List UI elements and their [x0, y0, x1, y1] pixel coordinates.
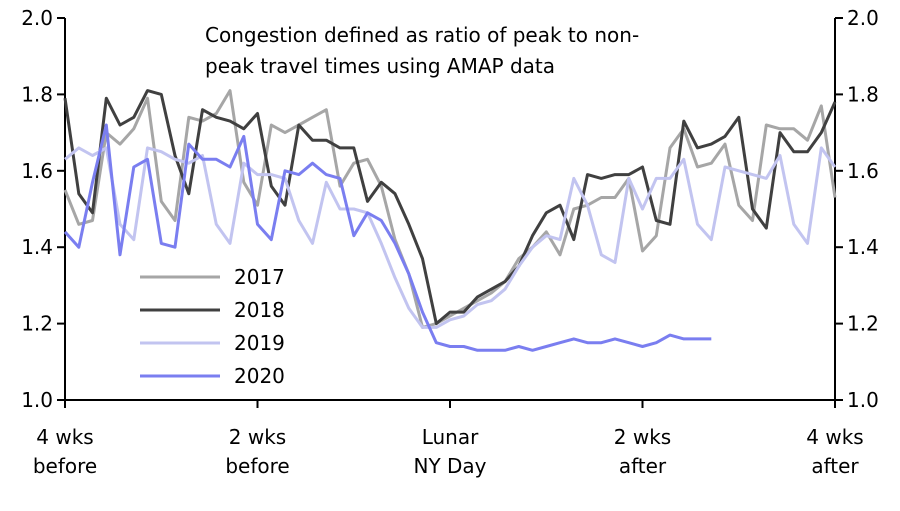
legend-label-2017: 2017 [234, 265, 285, 289]
y-tick-label-left: 2.0 [21, 6, 53, 30]
y-tick-label-right: 1.0 [847, 388, 879, 412]
y-tick-label-left: 1.8 [21, 82, 53, 106]
y-tick-label-right: 1.2 [847, 312, 879, 336]
series-line-2017 [63, 89, 837, 329]
x-tick-label: 2 wks [614, 425, 671, 449]
legend-label-2018: 2018 [234, 298, 285, 322]
x-tick-label: Lunar [422, 425, 479, 449]
annotation: Congestion defined as ratio of peak to n… [205, 23, 639, 78]
legend-label-2019: 2019 [234, 331, 285, 355]
y-tick-label-left: 1.6 [21, 159, 53, 183]
x-tick-label: after [619, 454, 667, 478]
y-tick-label-right: 1.4 [847, 235, 879, 259]
x-tick-label: before [33, 454, 97, 478]
y-tick-label-right: 2.0 [847, 6, 879, 30]
legend: 2017 2018 2019 2020 [140, 265, 285, 388]
series-lines [63, 89, 837, 352]
y-tick-label-right: 1.8 [847, 82, 879, 106]
x-tick-label: 4 wks [36, 425, 93, 449]
y-tick-label-left: 1.2 [21, 312, 53, 336]
y-tick-label-right: 1.6 [847, 159, 879, 183]
series-line-2020 [63, 123, 712, 352]
x-tick-label: NY Day [413, 454, 486, 478]
x-tick-label: after [811, 454, 859, 478]
x-tick-label: before [225, 454, 289, 478]
series-line-2018 [63, 89, 837, 326]
series-line-2019 [64, 146, 837, 329]
annotation-line-1: Congestion defined as ratio of peak to n… [205, 23, 639, 47]
y-tick-label-left: 1.4 [21, 235, 53, 259]
axes: 1.0 1.0 1.2 1.2 1.4 1.4 1.6 1.6 1.8 1.8 2.0 2.0 4 wk… [21, 6, 879, 478]
x-tick-label: 2 wks [229, 425, 286, 449]
x-tick-label: 4 wks [806, 425, 863, 449]
annotation-line-2: peak travel times using AMAP data [205, 54, 555, 78]
legend-label-2020: 2020 [234, 364, 285, 388]
y-tick-label-left: 1.0 [21, 388, 53, 412]
